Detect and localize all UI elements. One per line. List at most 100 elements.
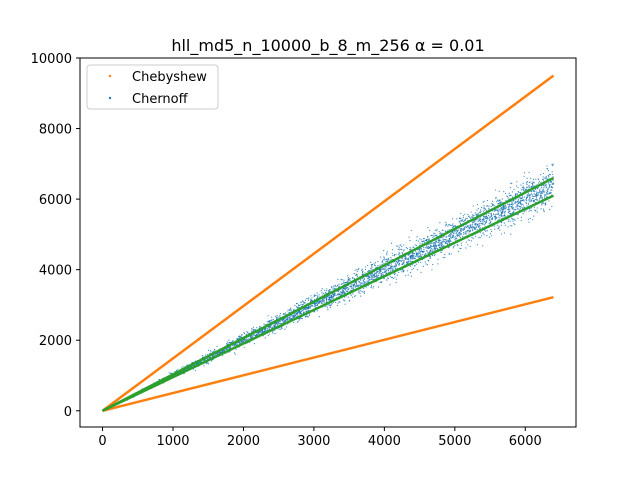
scatter-point xyxy=(527,204,530,206)
scatter-point xyxy=(453,237,455,239)
scatter-point xyxy=(394,263,396,265)
scatter-point xyxy=(382,269,384,271)
scatter-point xyxy=(521,195,524,197)
scatter-point xyxy=(542,202,544,205)
scatter-point xyxy=(516,181,518,183)
scatter-point xyxy=(454,238,456,241)
scatter-point xyxy=(447,225,449,227)
scatter-point xyxy=(548,173,551,176)
scatter-point xyxy=(292,317,294,319)
scatter-point xyxy=(502,208,504,210)
scatter-point xyxy=(415,255,417,257)
scatter-point xyxy=(428,238,430,240)
scatter-point xyxy=(488,219,491,221)
scatter-point xyxy=(409,240,411,242)
scatter-point xyxy=(420,254,422,256)
scatter-point xyxy=(361,271,364,273)
scatter-point xyxy=(410,271,412,274)
scatter-point xyxy=(530,193,532,195)
scatter-point xyxy=(246,332,249,334)
scatter-point xyxy=(437,258,439,260)
scatter-point xyxy=(401,257,403,260)
scatter-point xyxy=(455,232,457,235)
scatter-point xyxy=(330,298,332,300)
x-tick-label: 0 xyxy=(98,434,106,449)
scatter-point xyxy=(347,281,349,283)
scatter-point xyxy=(358,284,360,286)
scatter-point xyxy=(384,268,386,271)
scatter-point xyxy=(417,252,419,254)
scatter-point xyxy=(273,326,276,328)
scatter-point xyxy=(525,197,528,199)
scatter-point xyxy=(491,217,494,220)
scatter-point xyxy=(486,205,488,207)
scatter-point xyxy=(343,287,345,289)
scatter-point xyxy=(426,235,429,238)
scatter-point xyxy=(503,206,505,208)
scatter-point xyxy=(514,223,516,226)
scatter-point xyxy=(247,338,249,340)
scatter-point xyxy=(412,267,415,269)
scatter-point xyxy=(457,234,459,236)
scatter-point xyxy=(329,290,331,292)
scatter-point xyxy=(480,223,483,225)
scatter-point xyxy=(529,201,531,203)
scatter-point xyxy=(343,279,345,281)
scatter-point xyxy=(257,332,259,334)
scatter-point xyxy=(238,337,241,339)
scatter-point xyxy=(484,215,486,217)
scatter-point xyxy=(396,245,398,247)
scatter-point xyxy=(352,277,354,279)
scatter-point xyxy=(517,199,520,201)
scatter-point xyxy=(325,299,328,301)
scatter-point xyxy=(515,185,518,187)
scatter-point xyxy=(186,364,188,366)
scatter-point xyxy=(283,320,285,322)
scatter-point xyxy=(298,304,300,306)
scatter-point xyxy=(383,259,385,261)
scatter-point xyxy=(311,297,313,299)
scatter-point xyxy=(367,274,369,277)
scatter-point xyxy=(439,243,441,245)
scatter-point xyxy=(206,362,208,365)
scatter-point xyxy=(526,205,528,207)
scatter-point xyxy=(396,274,398,276)
scatter-point xyxy=(470,216,472,218)
scatter-point xyxy=(361,282,363,284)
scatter-point xyxy=(493,213,495,215)
scatter-point xyxy=(290,315,292,317)
scatter-point xyxy=(444,254,446,256)
scatter-point xyxy=(450,240,452,242)
scatter-point xyxy=(499,201,502,203)
scatter-point xyxy=(333,285,335,287)
scatter-point xyxy=(460,218,462,220)
scatter-point xyxy=(401,253,404,255)
scatter-point xyxy=(381,281,383,283)
scatter-point xyxy=(425,263,427,265)
scatter-point xyxy=(504,210,507,212)
scatter-point xyxy=(504,211,506,213)
scatter-point xyxy=(438,240,440,242)
scatter-point xyxy=(490,221,492,223)
scatter-point xyxy=(382,267,384,270)
scatter-point xyxy=(539,190,541,193)
scatter-point xyxy=(430,234,432,237)
scatter-point xyxy=(347,277,350,279)
scatter-point xyxy=(472,214,474,216)
scatter-point xyxy=(410,248,412,250)
scatter-point xyxy=(513,222,515,225)
scatter-point xyxy=(368,278,370,280)
scatter-point xyxy=(452,218,454,220)
scatter-point xyxy=(418,250,420,253)
scatter-point xyxy=(401,252,403,254)
scatter-point xyxy=(362,280,364,282)
scatter-point xyxy=(324,305,326,308)
scatter-point xyxy=(456,243,458,246)
scatter-point xyxy=(243,331,245,334)
scatter-point xyxy=(405,258,407,260)
scatter-point xyxy=(444,230,446,232)
scatter-point xyxy=(466,229,468,232)
scatter-point xyxy=(535,197,538,199)
legend-label-chebyshew: Chebyshew xyxy=(132,70,207,85)
scatter-point xyxy=(513,210,515,212)
